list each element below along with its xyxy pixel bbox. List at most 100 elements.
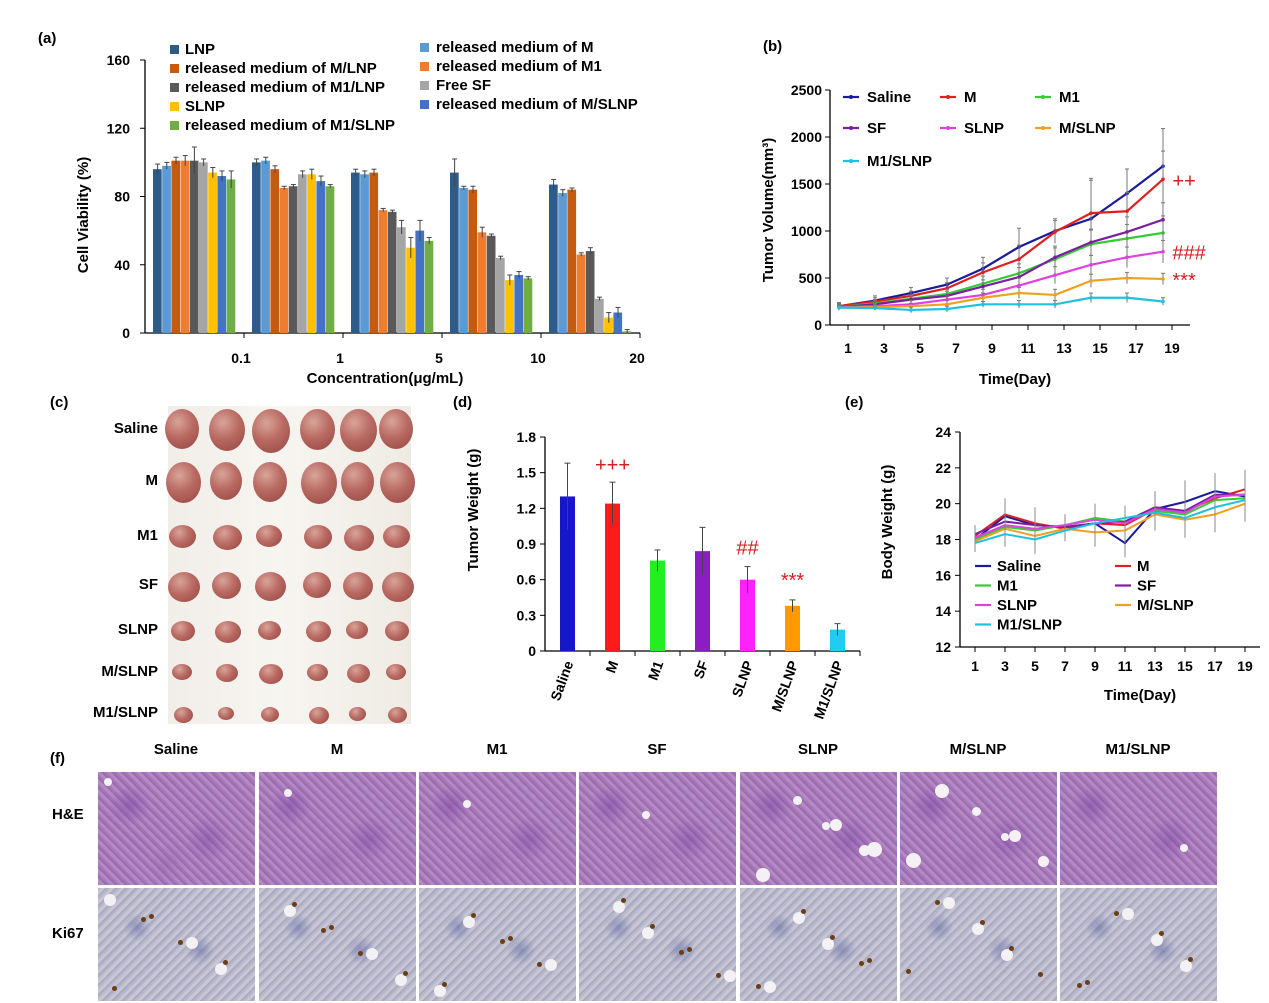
- legend-label-sf: SF: [1137, 578, 1156, 595]
- histology-image-h-e-slnp: [740, 772, 897, 885]
- tumor-specimen: [213, 525, 242, 550]
- point-sf: [1125, 230, 1129, 234]
- legend-label-m1: M1: [997, 578, 1018, 595]
- vacuole: [724, 970, 736, 982]
- panel-label-e: (e): [845, 394, 864, 411]
- histology-image-ki67-m1-slnp: [1060, 888, 1217, 1001]
- legend-swatch-released-medium-of-m-slnp: [420, 100, 429, 109]
- x-tick-label: 5: [1031, 658, 1039, 674]
- point-m-slnp: [945, 302, 949, 307]
- tumor-specimen: [382, 572, 414, 602]
- tumor-specimen: [210, 462, 242, 500]
- legend-label-slnp: SLNP: [997, 597, 1037, 614]
- x-tick-label: 3: [880, 340, 888, 356]
- histology-column-label-m1: M1: [486, 741, 508, 758]
- point-m-slnp: [1161, 277, 1165, 281]
- tumor-specimen: [171, 621, 195, 641]
- bar-slnp-10: [505, 280, 514, 333]
- tumor-specimen: [303, 572, 331, 598]
- x-tick-label: 3: [1001, 658, 1009, 674]
- vacuole: [972, 923, 984, 935]
- tumor-row-label-m1: M1: [137, 527, 158, 544]
- bar-m1-slnp: [830, 629, 845, 651]
- histology-image-ki67-m: [259, 888, 416, 1001]
- vacuole: [545, 959, 557, 971]
- histology-image-ki67-m-slnp: [900, 888, 1057, 1001]
- tumor-specimen: [255, 572, 286, 601]
- bar-lnp-5: [351, 172, 360, 333]
- tumor-specimen: [212, 572, 241, 599]
- vacuole: [943, 897, 955, 909]
- bar-released-medium-of-m-20: [558, 193, 567, 333]
- tumor-specimen: [343, 572, 373, 600]
- legend-label-m1-slnp: M1/SLNP: [867, 153, 932, 170]
- bar-slnp-1: [307, 174, 316, 333]
- ki67-positive-nucleus: [358, 951, 363, 956]
- ki67-positive-nucleus: [178, 940, 183, 945]
- series-line-saline: [838, 165, 1164, 308]
- bar-released-medium-of-m1-0-1: [180, 160, 190, 333]
- histology-image-ki67-slnp: [740, 888, 897, 1001]
- y-tick-label: 500: [799, 270, 823, 286]
- tumor-specimen: [301, 462, 337, 504]
- point-m1-slnp: [1161, 299, 1165, 304]
- bar-released-medium-of-m-lnp-0-1: [171, 160, 181, 333]
- y-axis-title: Tumor Weight (g): [465, 449, 482, 572]
- vacuole: [1151, 934, 1163, 946]
- ki67-positive-nucleus: [292, 902, 297, 907]
- point-m-slnp: [1053, 293, 1057, 297]
- ki67-positive-nucleus: [1114, 911, 1119, 916]
- y-tick-label: 2000: [791, 129, 822, 145]
- bar-released-medium-of-m-lnp-1: [270, 169, 280, 333]
- vacuole: [906, 853, 921, 868]
- ki67-positive-nucleus: [149, 914, 154, 919]
- tumor-specimen: [307, 664, 328, 681]
- ki67-positive-nucleus: [321, 928, 326, 933]
- histology-column-label-m: M: [330, 741, 344, 758]
- significance-mark: ++: [1172, 170, 1195, 192]
- bar-released-medium-of-m-10: [459, 187, 468, 333]
- point-m1-slnp: [1089, 295, 1093, 300]
- y-tick-label: 1500: [791, 176, 822, 192]
- histology-column-label-m1-slnp: M1/SLNP: [1105, 741, 1171, 758]
- bar-lnp-10: [450, 172, 459, 333]
- tumor-photo: [168, 406, 411, 724]
- point-m: [1161, 177, 1165, 182]
- y-tick-label: 12: [935, 639, 951, 655]
- series-line-m1-slnp: [974, 499, 1246, 545]
- ki67-positive-nucleus: [403, 971, 408, 976]
- tumor-row-label-slnp: SLNP: [117, 621, 158, 638]
- bar-released-medium-of-m-lnp-5: [369, 172, 379, 333]
- point-m: [1017, 257, 1021, 262]
- point-m: [1125, 209, 1129, 214]
- y-tick-label: 0: [814, 317, 822, 333]
- bar-released-medium-of-m1-slnp-10: [523, 278, 533, 333]
- bar-sf: [695, 551, 710, 651]
- x-tick-label: 15: [1177, 658, 1193, 674]
- tumor-specimen: [169, 525, 196, 548]
- point-m1-slnp: [1017, 302, 1021, 307]
- significance-mark: ###: [1172, 243, 1206, 265]
- point-m1-slnp: [909, 308, 913, 312]
- ki67-positive-nucleus: [141, 917, 146, 922]
- significance-mark: ***: [1172, 270, 1196, 292]
- series-line-m-slnp: [838, 276, 1164, 309]
- x-tick-label: 17: [1207, 658, 1223, 674]
- tumor-specimen: [341, 462, 374, 501]
- bar-released-medium-of-m-slnp-20: [613, 312, 623, 333]
- tumor-row-label-m: M: [145, 472, 159, 489]
- x-tick-label: 17: [1128, 340, 1144, 356]
- bar-lnp-0-1: [153, 169, 162, 333]
- histology-image-ki67-sf: [579, 888, 736, 1001]
- ki67-positive-nucleus: [906, 969, 911, 974]
- bar-slnp-0-1: [208, 172, 217, 333]
- y-tick-label: 1.5: [517, 465, 537, 481]
- vacuole: [186, 937, 198, 949]
- tumor-specimen: [347, 664, 370, 683]
- bar-free-sf-0-1: [199, 162, 208, 333]
- histology-image-h-e-m1-slnp: [1060, 772, 1217, 885]
- x-tick-label: 1: [844, 340, 852, 356]
- x-tick-label: 7: [952, 340, 960, 356]
- panel-label-d: (d): [453, 394, 473, 411]
- bar-released-medium-of-m1-5: [378, 210, 388, 333]
